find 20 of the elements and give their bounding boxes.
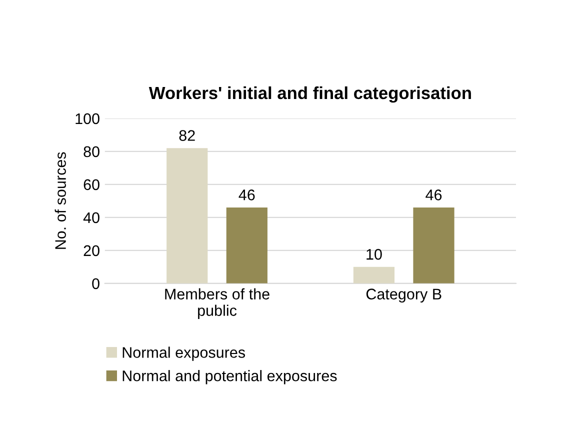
legend-label: Normal and potential exposures [122, 370, 337, 384]
bar [226, 208, 268, 284]
bar [413, 208, 454, 284]
y-tick-label: 60 [84, 179, 100, 190]
data-label: 82 [179, 130, 195, 141]
legend-label: Normal exposures [122, 346, 246, 361]
bar [166, 148, 208, 284]
y-tick-label: 0 [92, 278, 100, 290]
y-tick-label: 20 [84, 245, 100, 256]
chart-title: Workers' initial and final categorisation [148, 86, 471, 103]
data-label: 10 [366, 248, 382, 260]
data-label: 46 [426, 190, 442, 200]
y-axis-title: No. of sources [54, 152, 66, 249]
bar [353, 266, 395, 284]
y-tick-label: 80 [84, 146, 100, 158]
x-tick-label: Members of the public [165, 288, 270, 319]
y-tick-label: 100 [76, 113, 100, 124]
data-label: 46 [238, 190, 255, 200]
y-tick-label: 40 [83, 212, 100, 224]
x-tick-label: Category B [366, 288, 442, 303]
